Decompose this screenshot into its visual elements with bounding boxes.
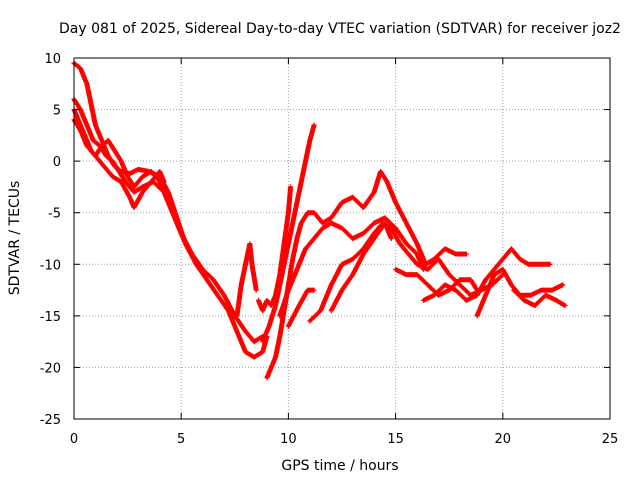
x-axis-title: GPS time / hours <box>281 458 398 474</box>
series-track-7 <box>260 122 317 345</box>
series-markers <box>307 220 506 324</box>
series-markers <box>71 117 167 211</box>
series-track-16 <box>511 287 568 308</box>
x-tick-label: 20 <box>495 432 512 447</box>
series-track-11 <box>307 220 506 324</box>
y-tick-label: 0 <box>53 155 61 170</box>
y-tick-label: 5 <box>53 104 61 119</box>
series-track-5 <box>234 241 259 319</box>
grid <box>74 58 610 419</box>
y-tick-label: -15 <box>40 310 61 325</box>
x-tick-label: 15 <box>387 432 404 447</box>
series-track-9 <box>277 215 426 319</box>
series-markers <box>260 122 317 345</box>
y-tick-label: -10 <box>40 258 61 273</box>
series-track-15 <box>474 266 566 319</box>
y-axis-title: SDTVAR / TECUs <box>7 181 23 296</box>
chart-title: Day 081 of 2025, Sidereal Day-to-day VTE… <box>59 21 621 37</box>
x-tick-label: 10 <box>280 432 297 447</box>
series-track-12 <box>328 220 394 314</box>
y-tick-label: 10 <box>44 52 61 67</box>
series-markers <box>421 246 553 303</box>
series-markers <box>285 287 317 329</box>
y-tick-label: -25 <box>40 413 61 428</box>
axis-ticks: 0 5 10 15 20 25 -25 -20 -15 -10 -5 0 5 10 <box>40 52 619 447</box>
x-tick-label: 25 <box>602 432 619 447</box>
series-markers <box>511 287 568 308</box>
series-markers <box>234 241 259 319</box>
series-markers <box>277 215 426 319</box>
series-track-4 <box>71 117 167 211</box>
series-track-10 <box>285 287 317 329</box>
y-tick-label: -20 <box>40 361 61 376</box>
x-tick-label: 5 <box>177 432 185 447</box>
x-tick-label: 0 <box>70 432 78 447</box>
data-series <box>71 60 568 381</box>
y-tick-label: -5 <box>48 207 61 222</box>
series-markers <box>474 266 566 319</box>
series-markers <box>328 220 394 314</box>
plot-frame <box>73 57 611 420</box>
series-track-14 <box>421 246 553 303</box>
